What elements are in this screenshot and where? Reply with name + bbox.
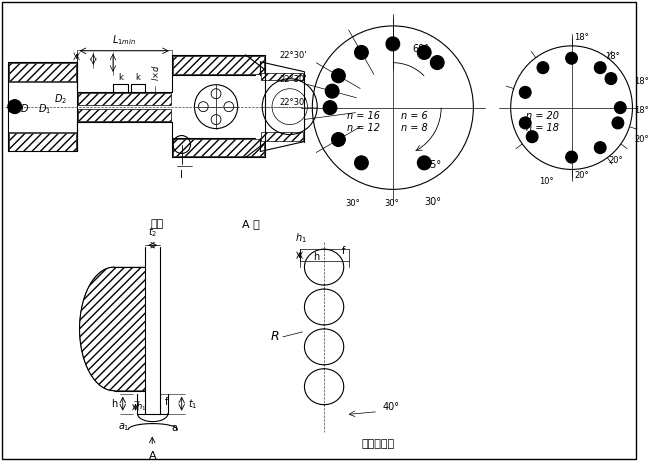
Polygon shape: [77, 109, 171, 120]
Text: 18°: 18°: [575, 33, 590, 42]
Text: a: a: [172, 423, 178, 432]
Text: k: k: [136, 73, 140, 82]
Text: 20°: 20°: [634, 135, 649, 144]
Circle shape: [325, 84, 339, 98]
Circle shape: [8, 100, 21, 113]
Text: $h_1$: $h_1$: [136, 400, 147, 413]
Text: 20°: 20°: [575, 171, 590, 181]
Text: $a_1$: $a_1$: [118, 422, 129, 433]
Text: 20°: 20°: [608, 156, 623, 165]
Text: 18°: 18°: [634, 77, 649, 86]
Text: A: A: [148, 450, 156, 461]
Circle shape: [526, 131, 538, 143]
Circle shape: [519, 87, 531, 98]
Text: n = 6: n = 6: [401, 111, 428, 121]
Text: 45°: 45°: [424, 160, 441, 170]
Text: n = 18: n = 18: [526, 123, 558, 132]
Text: 22°30': 22°30': [280, 98, 307, 107]
Circle shape: [430, 56, 444, 69]
Text: 22°30': 22°30': [280, 51, 307, 60]
Polygon shape: [173, 138, 264, 156]
Polygon shape: [261, 73, 304, 80]
Text: n = 20: n = 20: [526, 111, 558, 121]
Text: $t_1$: $t_1$: [188, 397, 197, 411]
Circle shape: [519, 117, 531, 129]
Circle shape: [605, 73, 617, 85]
Polygon shape: [173, 56, 264, 74]
Text: I: I: [180, 170, 183, 181]
Circle shape: [566, 52, 577, 64]
Polygon shape: [79, 267, 146, 391]
Text: R: R: [270, 331, 280, 344]
Circle shape: [354, 156, 369, 170]
Text: 10°: 10°: [539, 177, 553, 187]
Circle shape: [417, 45, 431, 59]
Circle shape: [386, 37, 400, 51]
Text: n = 16: n = 16: [347, 111, 380, 121]
Text: $D_2$: $D_2$: [55, 92, 68, 106]
Text: 18°: 18°: [634, 106, 649, 115]
Text: $L_{1min}$: $L_{1min}$: [112, 33, 136, 47]
Text: A 向: A 向: [242, 219, 259, 229]
Circle shape: [612, 117, 624, 129]
Circle shape: [332, 132, 345, 146]
Text: $D_1$: $D_1$: [38, 102, 51, 116]
Text: $t_2$: $t_2$: [148, 225, 157, 239]
Text: $l{\times}d$: $l{\times}d$: [150, 64, 161, 81]
Text: 40°: 40°: [383, 401, 400, 412]
Text: $h_1$: $h_1$: [294, 232, 306, 245]
Text: 30°: 30°: [345, 200, 360, 208]
Text: n = 8: n = 8: [401, 123, 428, 132]
Circle shape: [323, 100, 337, 115]
Polygon shape: [9, 63, 75, 81]
Circle shape: [417, 156, 431, 170]
Circle shape: [566, 151, 577, 163]
Text: h: h: [313, 252, 319, 262]
Circle shape: [594, 142, 606, 154]
Polygon shape: [9, 132, 75, 150]
Text: n = 12: n = 12: [347, 123, 380, 132]
Text: f: f: [165, 397, 168, 407]
Text: D: D: [21, 104, 29, 113]
Polygon shape: [261, 131, 304, 141]
Text: 30°: 30°: [424, 197, 441, 207]
Text: 60°: 60°: [413, 44, 430, 54]
Text: h: h: [112, 399, 118, 409]
Text: 30°: 30°: [384, 200, 398, 208]
Circle shape: [354, 45, 369, 59]
Text: k: k: [118, 73, 123, 82]
Text: 18°: 18°: [605, 52, 620, 61]
Circle shape: [594, 62, 606, 74]
Polygon shape: [77, 93, 171, 105]
Text: 22°30': 22°30': [280, 75, 307, 84]
Circle shape: [614, 102, 626, 113]
Text: 端面齿齿形: 端面齿齿形: [361, 438, 395, 449]
Text: f: f: [342, 246, 345, 256]
Circle shape: [332, 69, 345, 83]
Circle shape: [537, 62, 549, 74]
Text: 放大: 放大: [151, 219, 164, 229]
